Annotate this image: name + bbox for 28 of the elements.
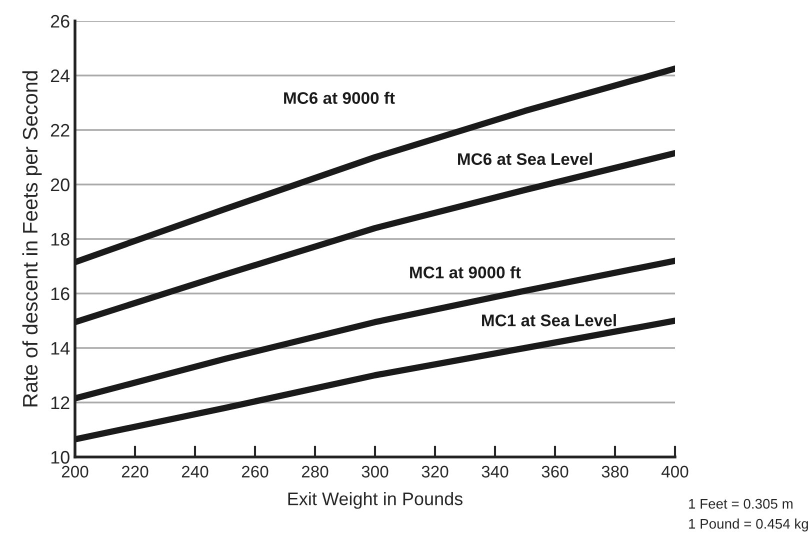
x-tick-label: 260	[242, 466, 268, 478]
text: MC6 at 9000 ft	[284, 92, 395, 104]
y-tick-label: 24	[50, 69, 70, 82]
y-tick-label: 20	[50, 178, 70, 192]
x-tick-label: 380	[602, 466, 628, 478]
y-tick-label: 26	[50, 14, 70, 28]
x-tick-label: 300	[362, 466, 388, 478]
x-tick-label: 340	[482, 466, 508, 478]
x-tick-label: 280	[302, 466, 328, 478]
series-label: MC1 at 9000 ft	[410, 266, 521, 278]
x-tick-label: 400	[661, 466, 688, 478]
y-tick-label: 16	[51, 287, 70, 300]
y-tick-label: 14	[51, 342, 70, 355]
x-tick-label: 220	[122, 466, 148, 478]
y-tick-label: 12	[51, 396, 70, 410]
text: 1 Pound = 0.454 kg	[689, 518, 808, 532]
x-tick-label: 360	[542, 466, 568, 478]
text: 1 Feet = 0.305 m	[689, 498, 792, 509]
x-tick-label: 240	[182, 466, 208, 478]
series-label: MC1 at Sea Level	[482, 314, 616, 326]
series-label: MC6 at Sea Level	[458, 152, 592, 165]
y-tick-label: 22	[50, 124, 70, 137]
x-tick-label: 200	[62, 466, 88, 478]
x-axis-title: Exit Weight in Pounds	[288, 492, 463, 509]
y-tick-label: 18	[51, 232, 70, 246]
y-axis-title: Rate of descent in Feets per Second	[22, 71, 42, 406]
y-tick-label: 10	[51, 450, 70, 464]
x-tick-label: 320	[422, 466, 448, 478]
